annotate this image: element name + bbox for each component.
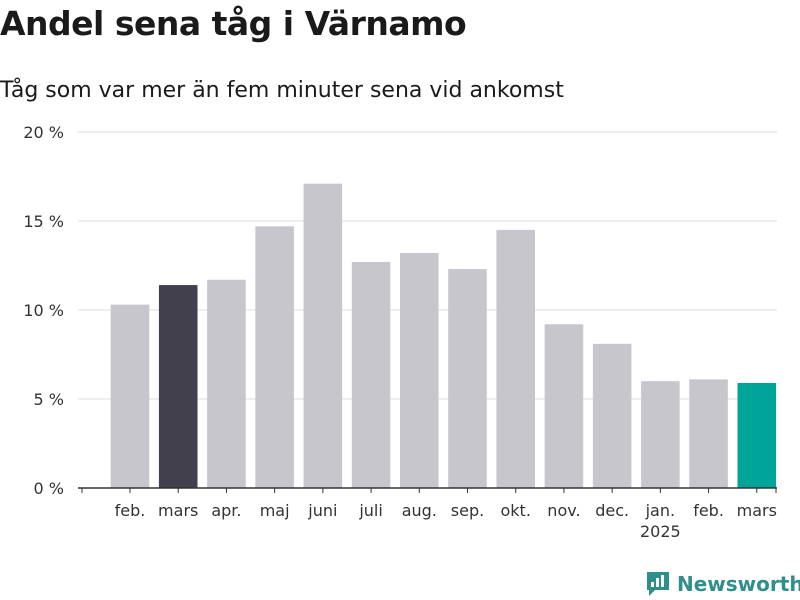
bar [303,183,343,488]
x-tick-label: juli [358,501,382,520]
x-tick-label: maj [260,501,290,520]
newsworthy-logo-text: Newsworthy [677,572,800,596]
x-tick-label: feb. [115,501,146,520]
bar [737,382,777,488]
x-tick-label: mars [737,501,777,520]
bar [689,379,728,488]
bar [544,324,584,488]
y-tick-label: 20 % [23,123,64,142]
x-tick-label: juni [307,501,337,520]
newsworthy-logo-icon [647,572,669,596]
bar [400,253,439,488]
y-tick-label: 0 % [34,479,64,498]
chart-title: Andel sena tåg i Värnamo [0,4,467,43]
bar [110,304,150,488]
x-tick-label: nov. [547,501,580,520]
bar [641,381,680,488]
y-tick-label: 15 % [23,212,64,231]
x-tick-label: okt. [501,501,531,520]
bar [496,229,535,488]
y-tick-label: 5 % [34,390,64,409]
bar [255,226,294,488]
x-tick-label: aug. [402,501,437,520]
chart-subtitle: Tåg som var mer än fem minuter sena vid … [0,78,564,103]
x-axis [78,487,777,493]
x-tick-label: sep. [451,501,484,520]
x-tick-label: dec. [595,501,629,520]
y-tick-label: 10 % [23,301,64,320]
bars [110,183,777,488]
x-tick-label: feb. [693,501,724,520]
bar [448,269,487,488]
x-year-label: 2025 [640,522,681,541]
x-tick-label: apr. [211,501,241,520]
newsworthy-logo: Newsworthy [645,570,800,598]
x-tick-label: mars [158,501,198,520]
x-tick-label: jan. [645,501,675,520]
bar [207,279,246,488]
bar [592,343,632,488]
bar [351,261,391,488]
tick-labels: 0 % 5 % 10 % 15 % 20 % feb. mars apr. maj juni jul… [23,123,777,541]
bar [158,285,198,488]
